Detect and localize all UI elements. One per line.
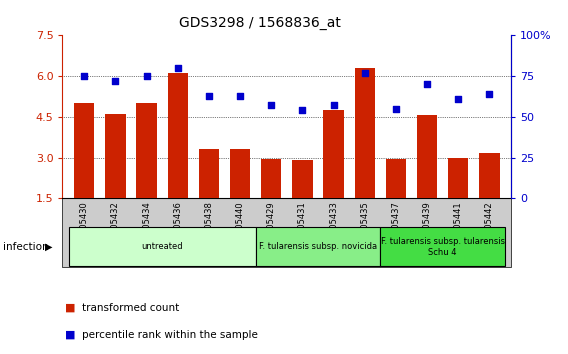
Bar xyxy=(293,160,312,239)
Bar xyxy=(386,159,406,239)
Text: F. tularensis subsp. tularensis
Schu 4: F. tularensis subsp. tularensis Schu 4 xyxy=(381,237,504,257)
Bar xyxy=(261,159,281,239)
Bar xyxy=(136,103,157,239)
Bar xyxy=(105,114,126,239)
Bar xyxy=(168,73,188,239)
Text: ■: ■ xyxy=(65,303,76,313)
Point xyxy=(173,65,182,71)
Point xyxy=(80,73,89,79)
Point xyxy=(298,108,307,113)
Point xyxy=(142,73,151,79)
Point xyxy=(236,93,245,98)
Text: ▶: ▶ xyxy=(44,242,52,252)
Bar xyxy=(199,149,219,239)
Text: F. tularensis subsp. novicida: F. tularensis subsp. novicida xyxy=(259,242,377,251)
Point xyxy=(204,93,214,98)
Point xyxy=(267,103,276,108)
Point xyxy=(485,91,494,97)
Text: infection: infection xyxy=(3,242,48,252)
FancyBboxPatch shape xyxy=(381,227,505,267)
FancyBboxPatch shape xyxy=(256,227,381,267)
Text: transformed count: transformed count xyxy=(82,303,179,313)
Bar xyxy=(323,110,344,239)
Point xyxy=(360,70,369,76)
Text: ■: ■ xyxy=(65,330,76,339)
Bar xyxy=(417,115,437,239)
Text: percentile rank within the sample: percentile rank within the sample xyxy=(82,330,258,339)
Bar xyxy=(479,154,499,239)
Text: untreated: untreated xyxy=(141,242,183,251)
Point xyxy=(391,106,400,112)
Bar xyxy=(74,103,94,239)
FancyBboxPatch shape xyxy=(69,227,256,267)
Point xyxy=(423,81,432,87)
Point xyxy=(329,103,338,108)
Bar xyxy=(230,149,250,239)
Point xyxy=(111,78,120,84)
Title: GDS3298 / 1568836_at: GDS3298 / 1568836_at xyxy=(179,16,341,30)
Point xyxy=(454,96,463,102)
Bar xyxy=(448,158,469,239)
Bar xyxy=(354,68,375,239)
